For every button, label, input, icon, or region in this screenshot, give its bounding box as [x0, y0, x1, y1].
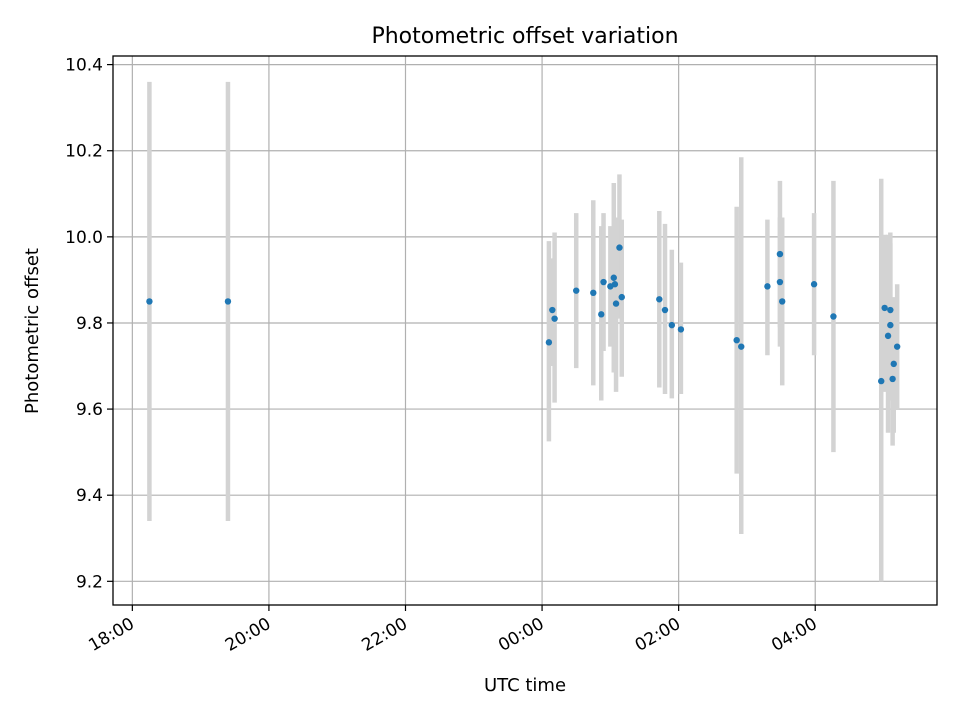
y-tick-label: 9.4: [76, 486, 103, 506]
y-tick-label: 9.6: [76, 400, 103, 420]
data-point: [887, 321, 894, 329]
y-tick-label: 9.8: [76, 314, 103, 334]
x-axis-label: UTC time: [484, 675, 566, 696]
y-tick-label: 10.2: [65, 142, 103, 162]
y-tick-label: 9.2: [76, 572, 103, 592]
data-point: [776, 278, 784, 286]
data-point: [224, 298, 232, 305]
data-point: [884, 332, 892, 340]
data-point: [764, 283, 771, 290]
data-point: [878, 377, 885, 385]
data-point: [779, 298, 786, 305]
data-point: [549, 306, 556, 314]
data-point: [830, 313, 837, 320]
data-point: [668, 321, 676, 329]
data-point: [810, 281, 818, 288]
y-axis-label: Photometric offset: [22, 248, 43, 414]
data-point: [733, 336, 740, 344]
y-tick-label: 10.4: [65, 56, 103, 76]
data-point: [551, 315, 558, 322]
data-point: [600, 278, 607, 286]
data-point: [590, 289, 597, 297]
data-point: [881, 304, 888, 312]
data-point: [893, 343, 901, 350]
data-point: [612, 300, 620, 307]
data-point: [545, 339, 553, 346]
data-point: [889, 375, 896, 383]
chart-title: Photometric offset variation: [371, 24, 678, 49]
marker-layer: [146, 244, 901, 385]
data-point: [618, 293, 625, 301]
data-point: [677, 326, 685, 333]
data-point: [661, 306, 669, 314]
data-point: [611, 281, 619, 288]
plot-frame: [112, 55, 938, 606]
data-point: [598, 311, 605, 318]
data-point: [573, 287, 580, 294]
y-tick-label: 10.0: [65, 228, 103, 248]
data-point: [890, 360, 897, 368]
data-point: [887, 306, 894, 314]
data-point: [616, 244, 623, 251]
data-point: [656, 296, 663, 303]
data-point: [146, 298, 153, 305]
data-point: [610, 274, 617, 281]
data-point: [738, 343, 745, 350]
data-point: [776, 250, 784, 258]
